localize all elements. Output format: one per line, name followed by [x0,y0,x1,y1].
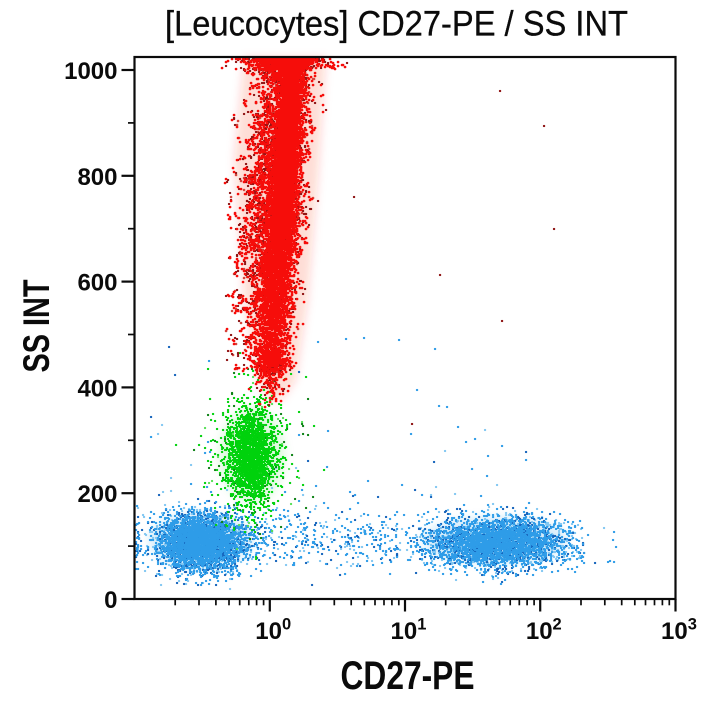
svg-text:800: 800 [77,164,117,191]
svg-text:SS INT: SS INT [16,279,57,372]
svg-text:100: 100 [255,616,291,646]
svg-text:CD27-PE: CD27-PE [341,654,475,698]
svg-text:1000: 1000 [64,58,117,85]
svg-text:[Leucocytes] CD27-PE / SS INT: [Leucocytes] CD27-PE / SS INT [165,5,628,44]
svg-text:600: 600 [77,270,117,297]
svg-text:400: 400 [77,375,117,402]
svg-text:0: 0 [104,587,117,614]
svg-text:102: 102 [526,616,562,646]
svg-text:200: 200 [77,481,117,508]
